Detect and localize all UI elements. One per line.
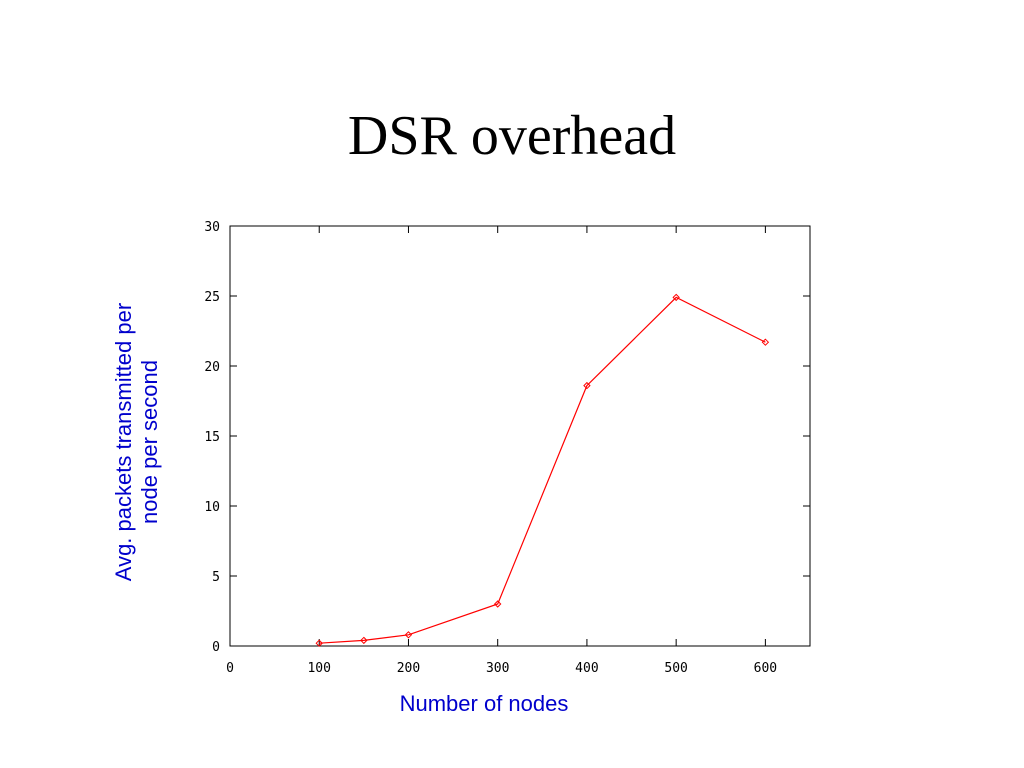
y-tick-label: 0 (212, 640, 220, 655)
y-tick-label: 30 (204, 220, 220, 235)
y-tick-label: 10 (204, 500, 220, 515)
slide-title: DSR overhead (347, 105, 677, 167)
series-layer (315, 293, 770, 647)
data-point (672, 293, 680, 302)
x-tick-label: 400 (575, 661, 598, 676)
x-tick-label: 300 (486, 661, 509, 676)
plot-frame (229, 225, 811, 647)
series-line (319, 296, 766, 644)
y-tick-label: 15 (204, 430, 220, 445)
y-axis-ticks: 0 5 10 15 20 25 30 (204, 220, 810, 655)
y-axis-title: Avg. packets transmitted per node per se… (111, 262, 163, 622)
data-point (583, 381, 591, 390)
x-axis-title: Number of nodes (399, 691, 569, 716)
x-tick-label: 600 (754, 661, 777, 676)
y-tick-label: 25 (204, 290, 220, 305)
x-axis-ticks: 0 100 200 300 400 500 600 (226, 226, 777, 676)
x-tick-label: 500 (664, 661, 687, 676)
data-point (493, 600, 502, 608)
y-axis-title-line-2: node per second (137, 360, 162, 524)
y-tick-label: 5 (212, 570, 220, 585)
x-tick-label: 0 (226, 661, 234, 676)
data-point (404, 631, 413, 639)
x-tick-label: 200 (397, 661, 420, 676)
y-axis-title-line-1: Avg. packets transmitted per (111, 302, 136, 582)
data-point (360, 636, 368, 645)
data-point (315, 639, 323, 647)
data-point (761, 338, 770, 346)
y-tick-label: 20 (204, 360, 220, 375)
x-tick-label: 100 (307, 661, 330, 676)
